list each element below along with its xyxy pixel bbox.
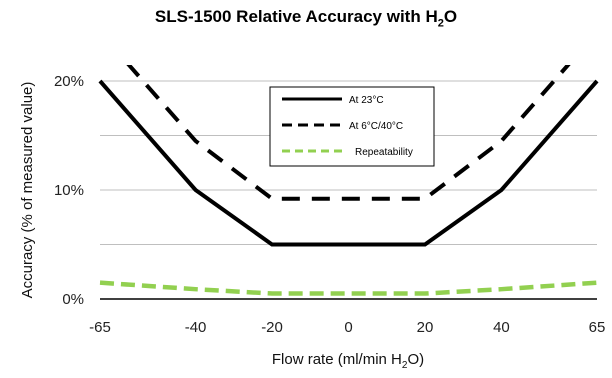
x-tick-labels: -65 -40 -20 0 20 40 65	[89, 319, 605, 336]
x-tick-label: 40	[493, 319, 510, 336]
legend-label-at-23c: At 23°C	[349, 95, 384, 106]
series-line	[99, 280, 598, 296]
legend-label-at-6c-40c: At 6°C/40°C	[349, 121, 403, 132]
x-tick-label: 20	[417, 319, 434, 336]
series-line	[98, 79, 599, 247]
legend-box	[269, 86, 435, 167]
x-tick-label: 65	[589, 319, 606, 336]
chart-title: SLS-1500 Relative Accuracy with H2O	[154, 7, 458, 30]
x-axis-label: Flow rate (ml/min H2O)	[272, 351, 424, 371]
x-tick-label: 0	[344, 319, 352, 336]
series-line	[126, 65, 571, 201]
x-tick-label: -40	[185, 319, 207, 336]
y-tick-label: 20%	[54, 73, 84, 90]
x-tick-label: -65	[89, 319, 111, 336]
x-tick-label: -20	[261, 319, 283, 336]
series-lines	[98, 65, 599, 296]
y-tick-labels: 0% 10% 20%	[54, 73, 84, 308]
y-tick-label: 0%	[62, 291, 84, 308]
y-axis-label: Accuracy (% of measured value)	[19, 82, 36, 299]
legend-label-repeatability: Repeatability	[355, 147, 413, 158]
legend: At 23°C At 6°C/40°C Repeatability	[269, 86, 435, 167]
y-tick-label: 10%	[54, 182, 84, 199]
